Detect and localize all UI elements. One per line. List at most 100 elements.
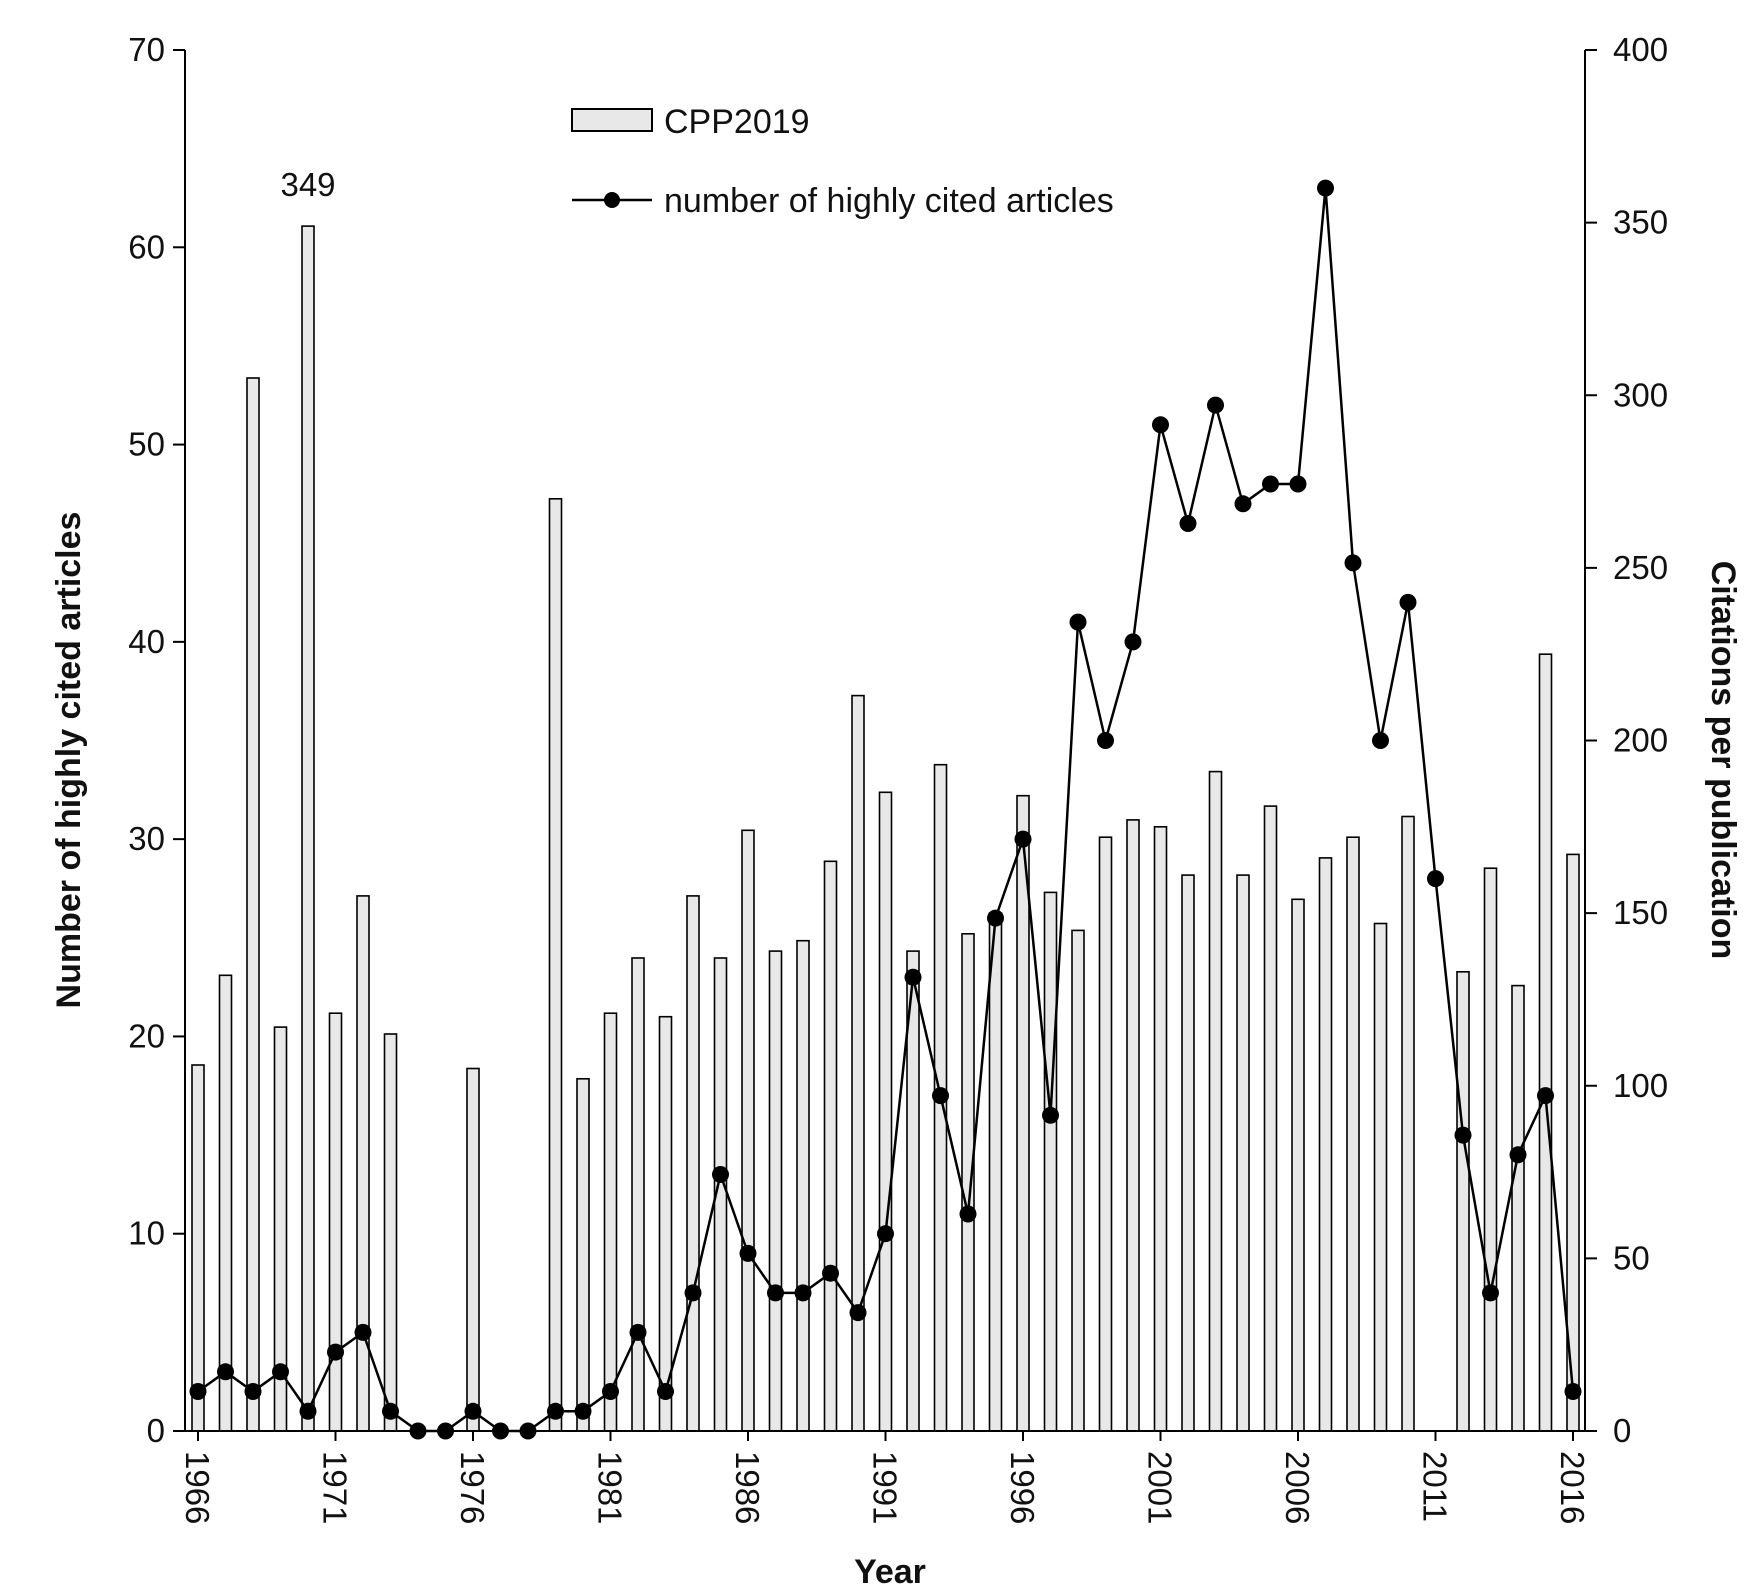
point-2000: [1124, 633, 1142, 651]
point-2002: [1179, 515, 1197, 532]
point-1982: [629, 1323, 647, 1341]
bar-1991: [878, 791, 893, 1432]
point-2008: [1344, 554, 1362, 572]
x-tick-label-1981: 1981: [592, 1451, 629, 1524]
point-1967: [217, 1363, 234, 1381]
bar-1982: [631, 957, 645, 1432]
point-2005: [1262, 475, 1279, 493]
point-2012: [1454, 1126, 1472, 1144]
bar-series: [191, 225, 1580, 1432]
x-tick-label-1966: 1966: [179, 1451, 216, 1524]
y-right-tick-label-100: 100: [1613, 1067, 1668, 1104]
bar-1984: [686, 895, 700, 1432]
bar-2010: [1401, 815, 1415, 1432]
y-right-tick-label-300: 300: [1613, 376, 1668, 413]
x-tick-label-1991: 1991: [867, 1451, 904, 1524]
point-1980: [574, 1402, 592, 1420]
y-right-tick-label-50: 50: [1613, 1239, 1650, 1276]
bar-1987: [768, 950, 783, 1432]
point-1990: [849, 1304, 867, 1322]
bar-2004: [1236, 874, 1250, 1432]
point-1986: [739, 1244, 757, 1262]
point-1976: [464, 1402, 482, 1420]
y-left-tick-label-10: 10: [128, 1215, 165, 1252]
point-2009: [1372, 732, 1389, 749]
x-tick-label-2001: 2001: [1142, 1451, 1179, 1524]
y-left-tick-label-0: 0: [147, 1412, 165, 1449]
point-1970: [299, 1402, 317, 1420]
x-tick-label-2011: 2011: [1417, 1451, 1454, 1522]
legend-swatch-bar: [571, 108, 653, 132]
bar-1967: [218, 974, 233, 1432]
point-1979: [547, 1402, 564, 1420]
point-1999: [1097, 732, 1114, 749]
bar-2007: [1318, 857, 1333, 1432]
bar-1983: [658, 1015, 673, 1432]
bar-overflow-annotation: 349: [280, 166, 335, 203]
y-left-tick-label-70: 70: [128, 31, 165, 68]
point-2015: [1537, 1087, 1554, 1105]
point-1987: [767, 1284, 784, 1302]
bar-1970: [301, 225, 315, 1432]
point-1993: [932, 1087, 949, 1105]
y-axis-right-title: Citations per publication: [1704, 561, 1742, 960]
bar-1973: [383, 1033, 398, 1432]
point-1989: [822, 1264, 839, 1282]
point-1992: [904, 968, 922, 986]
bar-2008: [1346, 836, 1360, 1432]
point-1968: [244, 1383, 262, 1400]
y-right-tick-label-350: 350: [1613, 204, 1668, 241]
bar-1995: [988, 912, 1003, 1432]
point-1988: [794, 1284, 812, 1302]
point-1973: [382, 1402, 399, 1420]
point-2001: [1152, 416, 1169, 434]
y-right-tick-label-0: 0: [1613, 1412, 1631, 1449]
y-left-tick-label-50: 50: [128, 426, 165, 463]
bar-1994: [961, 932, 975, 1432]
bar-2002: [1181, 874, 1195, 1432]
bar-1989: [823, 860, 838, 1432]
y-right-tick-label-200: 200: [1613, 722, 1668, 759]
bar-2009: [1373, 922, 1388, 1432]
x-tick-label-1996: 1996: [1004, 1451, 1041, 1524]
axes: 0 10 20 30 40 50 60 70 0 50 100 150 200 250 300 350 400 1…: [128, 31, 1668, 1524]
bar-2014: [1511, 984, 1525, 1432]
y-left-tick-label-40: 40: [128, 623, 165, 660]
bar-2006: [1291, 898, 1305, 1432]
x-tick-label-1976: 1976: [454, 1451, 491, 1524]
point-1966: [189, 1383, 207, 1400]
legend-swatch-marker: [604, 192, 620, 208]
point-2006: [1289, 475, 1307, 493]
point-2010: [1399, 593, 1417, 611]
x-tick-label-1986: 1986: [729, 1451, 766, 1524]
y-right-tick-label-250: 250: [1613, 549, 1668, 586]
point-1994: [959, 1205, 977, 1223]
bar-1999: [1098, 836, 1113, 1432]
y-left-tick-label-60: 60: [128, 228, 165, 265]
point-2013: [1482, 1284, 1499, 1302]
point-1983: [657, 1383, 674, 1400]
point-1981: [602, 1383, 619, 1400]
bar-2013: [1483, 867, 1498, 1432]
bar-1998: [1071, 929, 1085, 1432]
point-1972: [354, 1323, 372, 1341]
bar-1966: [191, 1064, 205, 1432]
point-2003: [1207, 396, 1224, 414]
legend-label-bar: CPP2019: [664, 103, 810, 141]
bar-1981: [603, 1012, 618, 1432]
bar-2000: [1126, 819, 1140, 1432]
bar-1976: [466, 1067, 480, 1432]
bar-2015: [1538, 653, 1553, 1432]
point-1971: [327, 1343, 344, 1361]
point-1995: [987, 909, 1004, 927]
point-1997: [1042, 1106, 1059, 1124]
bar-2003: [1208, 770, 1223, 1432]
y-left-tick-label-20: 20: [128, 1017, 165, 1054]
bar-1979: [548, 497, 563, 1432]
bar-1980: [576, 1078, 590, 1432]
x-tick-label-2016: 2016: [1554, 1451, 1591, 1524]
bar-1971: [328, 1012, 343, 1432]
point-1998: [1069, 613, 1087, 631]
